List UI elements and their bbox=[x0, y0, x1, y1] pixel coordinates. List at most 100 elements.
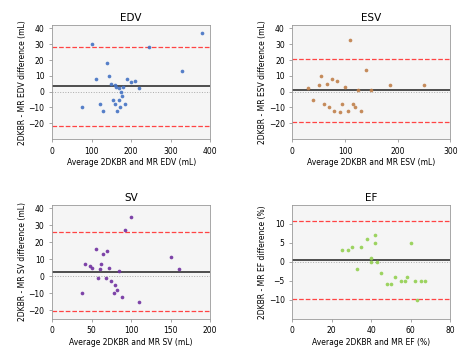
Point bbox=[113, 108, 121, 113]
Point bbox=[352, 105, 359, 110]
Point bbox=[135, 85, 143, 91]
Point bbox=[94, 275, 102, 281]
Text: -21.5: -21.5 bbox=[0, 361, 1, 362]
Point bbox=[128, 214, 135, 220]
Point bbox=[364, 236, 371, 242]
Point bbox=[374, 259, 381, 265]
Point bbox=[88, 265, 95, 270]
Point bbox=[411, 278, 419, 283]
Point bbox=[354, 266, 361, 272]
Point bbox=[386, 83, 393, 88]
Point bbox=[108, 81, 115, 87]
Point bbox=[338, 101, 346, 107]
Point bbox=[175, 266, 182, 272]
Point bbox=[128, 79, 135, 85]
Point bbox=[116, 85, 123, 91]
Text: 2.6: 2.6 bbox=[0, 361, 1, 362]
Point bbox=[108, 278, 115, 284]
Title: SV: SV bbox=[124, 193, 138, 203]
Point bbox=[78, 105, 85, 110]
Point bbox=[357, 108, 365, 113]
Y-axis label: 2DKBR - MR SV difference (mL): 2DKBR - MR SV difference (mL) bbox=[18, 202, 27, 321]
Text: 10.7: 10.7 bbox=[0, 361, 1, 362]
Point bbox=[123, 76, 131, 82]
Text: 20.9: 20.9 bbox=[0, 361, 1, 362]
Point bbox=[355, 87, 362, 93]
Y-axis label: 2DKBR - MR EDV difference (mL): 2DKBR - MR EDV difference (mL) bbox=[18, 20, 27, 144]
Point bbox=[336, 109, 344, 115]
Point bbox=[112, 84, 120, 90]
Point bbox=[97, 261, 105, 267]
Point bbox=[113, 287, 121, 292]
X-axis label: Average 2DKBR and MR SV (mL): Average 2DKBR and MR SV (mL) bbox=[69, 338, 193, 347]
Point bbox=[372, 240, 379, 246]
Point bbox=[104, 60, 111, 66]
Point bbox=[131, 78, 139, 84]
Point bbox=[383, 282, 391, 287]
Point bbox=[417, 278, 424, 283]
Point bbox=[338, 248, 346, 253]
Point bbox=[100, 251, 107, 257]
Point bbox=[86, 263, 94, 269]
Text: 25.8: 25.8 bbox=[0, 361, 1, 362]
Point bbox=[348, 244, 356, 249]
Point bbox=[377, 270, 385, 276]
Point bbox=[333, 78, 341, 84]
Point bbox=[96, 101, 103, 107]
Point bbox=[82, 261, 89, 267]
Point bbox=[121, 227, 128, 233]
Point bbox=[102, 275, 109, 281]
Point bbox=[167, 254, 174, 260]
Y-axis label: 2DKBR - MR ESV difference (mL): 2DKBR - MR ESV difference (mL) bbox=[258, 20, 267, 144]
Point bbox=[100, 108, 107, 113]
X-axis label: Average 2DKBR and MR EDV (mL): Average 2DKBR and MR EDV (mL) bbox=[66, 159, 196, 167]
Point bbox=[407, 240, 415, 246]
Point bbox=[145, 45, 153, 50]
Point bbox=[115, 97, 122, 102]
Point bbox=[325, 105, 333, 110]
Y-axis label: 2DKBR - MR EF difference (%): 2DKBR - MR EF difference (%) bbox=[258, 205, 267, 319]
Point bbox=[304, 85, 312, 91]
Point bbox=[118, 294, 126, 299]
Point bbox=[367, 87, 375, 93]
Point bbox=[105, 265, 113, 270]
Point bbox=[78, 290, 86, 296]
Text: 28.5: 28.5 bbox=[0, 361, 1, 362]
Point bbox=[367, 255, 375, 261]
Point bbox=[106, 73, 113, 79]
Point bbox=[362, 67, 370, 72]
Point bbox=[421, 278, 428, 283]
Point bbox=[116, 268, 123, 274]
Point bbox=[118, 93, 126, 99]
Point bbox=[397, 278, 405, 283]
Point bbox=[92, 76, 100, 82]
Point bbox=[349, 101, 356, 107]
Point bbox=[116, 105, 124, 110]
Point bbox=[88, 41, 95, 47]
Text: 0.9: 0.9 bbox=[0, 361, 1, 362]
Text: 3.5: 3.5 bbox=[0, 361, 1, 362]
Point bbox=[315, 83, 322, 88]
Point bbox=[420, 83, 428, 88]
Text: -20.5: -20.5 bbox=[0, 361, 1, 362]
Point bbox=[111, 83, 119, 88]
Point bbox=[199, 30, 206, 36]
Text: -9.8: -9.8 bbox=[0, 361, 1, 362]
Text: 0.4: 0.4 bbox=[0, 361, 1, 362]
Point bbox=[372, 232, 379, 238]
Point bbox=[318, 73, 325, 79]
Point bbox=[331, 108, 338, 113]
Point bbox=[111, 101, 118, 107]
X-axis label: Average 2DKBR and MR ESV (mL): Average 2DKBR and MR ESV (mL) bbox=[307, 159, 436, 167]
Point bbox=[391, 274, 399, 280]
Point bbox=[323, 81, 330, 87]
Point bbox=[111, 282, 119, 287]
Point bbox=[121, 101, 129, 107]
Point bbox=[401, 278, 409, 283]
Point bbox=[344, 248, 351, 253]
Point bbox=[346, 37, 354, 42]
Point bbox=[367, 259, 375, 265]
Point bbox=[344, 108, 351, 113]
Point bbox=[110, 290, 118, 296]
Point bbox=[119, 84, 127, 90]
